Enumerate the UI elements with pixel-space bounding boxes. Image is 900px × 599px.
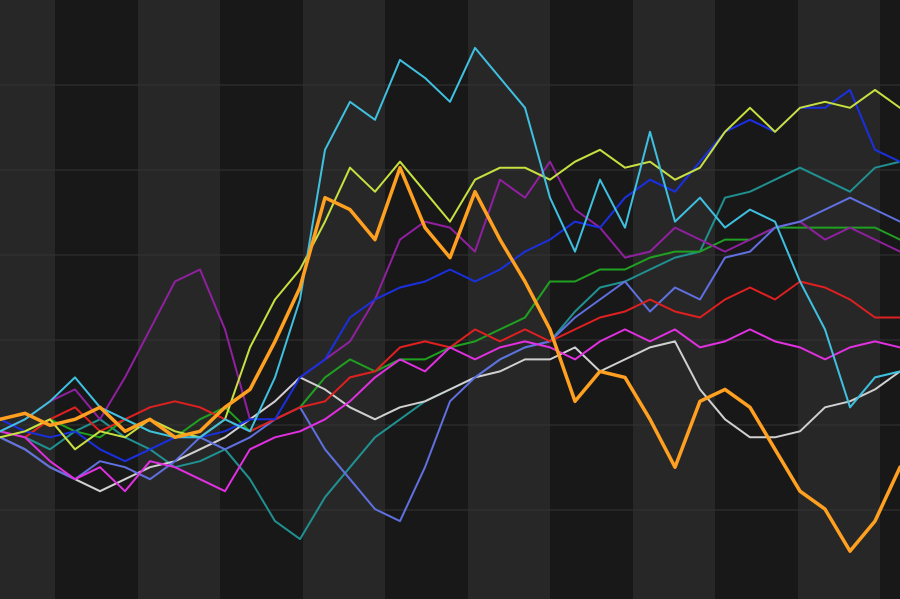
series-line: [0, 165, 900, 553]
series-line: [0, 196, 900, 523]
band: [303, 0, 385, 599]
series-line: [0, 88, 900, 463]
background-bands: [0, 0, 880, 599]
band: [0, 0, 55, 599]
series-line: [0, 328, 900, 493]
series-line: [0, 160, 900, 433]
band: [138, 0, 220, 599]
series-line: [0, 340, 900, 493]
band: [633, 0, 715, 599]
series-line: [0, 46, 900, 439]
